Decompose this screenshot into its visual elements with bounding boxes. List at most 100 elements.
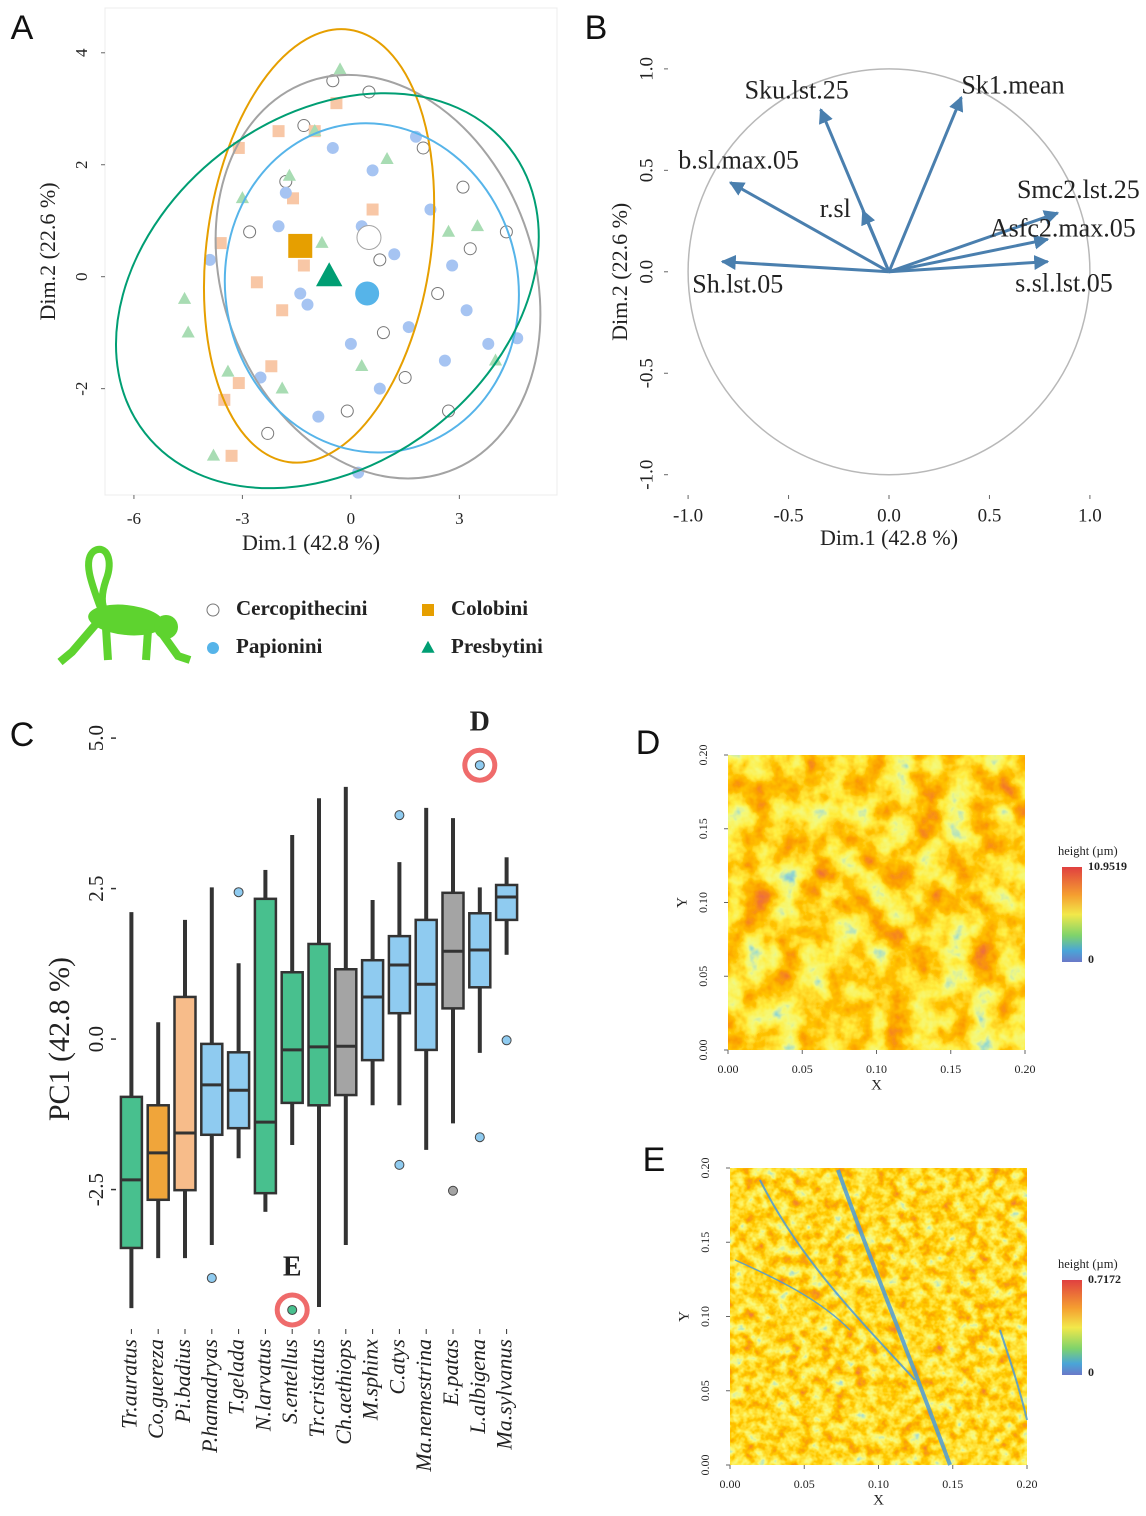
- point: [279, 186, 292, 199]
- x-tick-label: -1.0: [673, 505, 703, 526]
- point: [243, 225, 257, 239]
- variable-label: r.sl: [820, 194, 851, 223]
- y-axis-label: Y: [674, 897, 690, 908]
- point: [282, 168, 297, 181]
- point: [177, 291, 192, 304]
- point: [214, 237, 227, 250]
- point: [355, 359, 369, 372]
- correlation-circle: [687, 68, 1091, 476]
- x-axis-label: X: [873, 1492, 884, 1508]
- panel-label: C: [10, 716, 35, 754]
- point: [388, 248, 401, 261]
- point: [261, 426, 275, 440]
- arrow: [888, 210, 1060, 274]
- legend-label: Papionini: [236, 634, 323, 658]
- annotation-ring: [462, 747, 498, 783]
- outlier: [287, 1304, 298, 1315]
- point: [225, 449, 238, 462]
- point: [301, 298, 314, 311]
- point: [446, 259, 459, 272]
- point: [221, 364, 235, 377]
- x-tick-label: 1.0: [1078, 505, 1102, 526]
- x-tick-label: 0.5: [978, 505, 1002, 526]
- legend-marker: [207, 642, 219, 654]
- point: [326, 141, 339, 154]
- point: [366, 203, 379, 216]
- x-tick-label: 0.0: [877, 505, 901, 526]
- variable-label: Smc2.lst.25: [1017, 175, 1140, 204]
- y-tick-label: 0: [72, 272, 91, 281]
- box: [334, 968, 358, 1097]
- x-tick-label: Pi.badius: [170, 1339, 195, 1424]
- centroid: [315, 262, 343, 287]
- monkey-icon: [57, 545, 192, 666]
- point: [181, 325, 195, 338]
- legend-marker: [422, 604, 434, 616]
- outlier: [448, 1185, 458, 1196]
- arrow: [861, 209, 891, 273]
- outlier: [474, 1132, 485, 1143]
- point: [482, 337, 495, 350]
- surface-scratches: [734, 1169, 1028, 1466]
- centroid: [288, 233, 313, 258]
- x-tick-label: S.entellus: [277, 1339, 302, 1424]
- legend-label: Cercopithecini: [236, 596, 368, 620]
- y-tick-label: 0.5: [636, 158, 657, 182]
- point: [470, 219, 485, 232]
- point: [380, 151, 394, 164]
- outlier: [206, 1273, 217, 1284]
- point: [366, 164, 379, 177]
- y-tick-label: 5.0: [84, 725, 108, 751]
- x-tick-label: Tr.cristatus: [304, 1339, 329, 1437]
- colorbar-max: 10.9519: [1088, 859, 1127, 873]
- y-tick-label: 0.00: [698, 1455, 712, 1476]
- point: [297, 119, 311, 133]
- x-tick-label: L.albigena: [465, 1339, 490, 1435]
- point: [373, 253, 387, 267]
- point: [402, 321, 415, 334]
- variable-label: Sh.lst.05: [692, 270, 783, 299]
- box: [307, 942, 331, 1107]
- x-tick-label: Ch.aethiops: [331, 1339, 356, 1445]
- point: [441, 224, 456, 237]
- y-tick-label: 0.15: [696, 818, 710, 839]
- x-tick-label: 0.00: [720, 1477, 741, 1491]
- point: [276, 304, 289, 317]
- x-tick-label: Ma.nemestrina: [411, 1339, 436, 1473]
- x-tick-label: E.patas: [438, 1339, 463, 1407]
- box: [494, 883, 519, 922]
- point: [315, 235, 329, 248]
- plot-border: [104, 7, 558, 496]
- point: [362, 85, 376, 99]
- panel-label: B: [585, 9, 608, 47]
- point: [232, 141, 245, 154]
- x-tick-label: 0.05: [794, 1477, 815, 1491]
- box: [360, 958, 385, 1062]
- point: [206, 448, 221, 461]
- y-tick-label: -1.0: [636, 460, 657, 490]
- y-tick-label: 4: [72, 48, 91, 57]
- y-tick-label: 0.05: [696, 966, 710, 987]
- y-tick-label: 2.5: [84, 875, 108, 901]
- point: [297, 259, 310, 272]
- x-tick-label: Ma.sylvanus: [492, 1339, 517, 1451]
- point: [265, 360, 278, 373]
- variable-label: s.sl.lst.05: [1015, 269, 1113, 298]
- arrow: [888, 255, 1050, 274]
- variable-label: Asfc2.max.05: [990, 213, 1136, 242]
- x-tick-label: -3: [235, 509, 249, 528]
- y-tick-label: 0.15: [698, 1232, 712, 1253]
- arrow: [887, 95, 964, 273]
- panel-label: D: [636, 724, 661, 762]
- colorbar-title: height (µm): [1058, 844, 1118, 858]
- y-tick-label: 0.10: [696, 892, 710, 913]
- arrow: [888, 234, 1050, 274]
- point: [438, 354, 451, 367]
- y-tick-label: 0.00: [696, 1040, 710, 1061]
- outlier: [394, 1159, 405, 1170]
- y-axis-label: PC1 (42.8 %): [43, 957, 76, 1121]
- x-tick-label: P.hamadryas: [197, 1339, 222, 1454]
- colorbar-min: 0: [1088, 1365, 1094, 1379]
- x-tick-label: 0.20: [1015, 1062, 1036, 1076]
- height-map: [728, 755, 1025, 1050]
